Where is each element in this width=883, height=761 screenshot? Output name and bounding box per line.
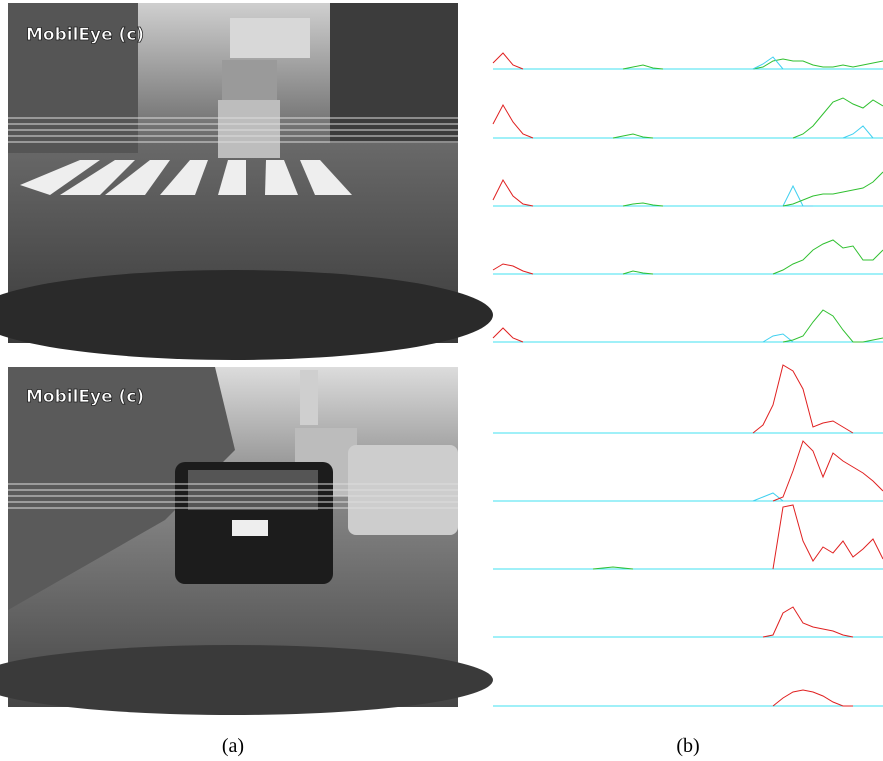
plot-panel: [493, 98, 883, 138]
plot-panel: [493, 240, 883, 274]
plot-line: [793, 98, 883, 138]
plot-panel: [493, 505, 883, 569]
plot-line: [763, 607, 853, 637]
plot-line: [613, 134, 653, 138]
photo-top: MobilEye (c): [0, 3, 493, 360]
plot-line: [753, 57, 783, 69]
plot-line: [773, 441, 883, 501]
plot-line: [493, 53, 523, 69]
plot-line: [753, 493, 783, 501]
plot-panel: [493, 365, 883, 433]
plot-panel: [493, 690, 883, 706]
caption: (a): [222, 735, 244, 757]
plot-line: [493, 105, 533, 138]
plot-panel: [493, 607, 883, 637]
plot-line: [773, 505, 883, 569]
plot-line: [493, 328, 523, 342]
plot-line: [493, 264, 533, 274]
plot-line: [783, 310, 883, 342]
watermark: MobilEye (c): [26, 25, 144, 45]
watermark: MobilEye (c): [26, 387, 144, 407]
plot-line: [773, 240, 883, 274]
plot-panel: [493, 172, 883, 206]
figure: MobilEye (c) MobilEye (c) (a) (b): [0, 0, 883, 761]
plot-line: [843, 126, 873, 138]
plot-line: [493, 180, 533, 206]
plot-line: [783, 172, 883, 206]
plot-panel: [493, 310, 883, 342]
plot-line: [773, 690, 853, 706]
photo-bottom: MobilEye (c): [0, 367, 493, 715]
plot-line: [753, 365, 853, 433]
plot-line: [623, 65, 663, 69]
caption: (b): [676, 735, 699, 757]
plot-line: [753, 59, 883, 69]
plot-panel: [493, 441, 883, 501]
plot-line: [783, 186, 813, 206]
plot-panel: [493, 53, 883, 69]
